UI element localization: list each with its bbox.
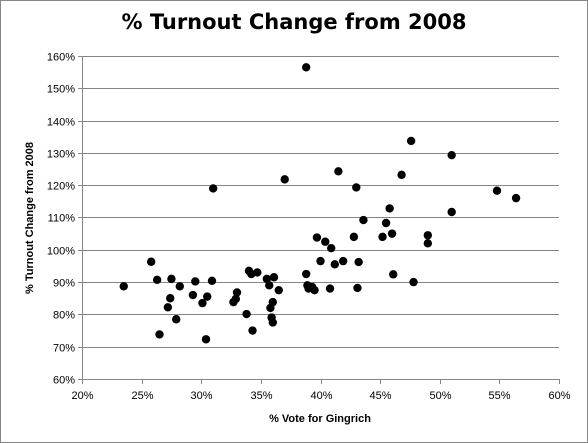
data-point bbox=[155, 330, 164, 339]
data-point bbox=[191, 277, 200, 286]
y-tick-label: 160% bbox=[47, 52, 75, 64]
x-tick-label: 45% bbox=[369, 390, 391, 402]
x-tick-label: 55% bbox=[488, 390, 510, 402]
x-tick-label: 50% bbox=[429, 390, 451, 402]
data-point bbox=[268, 297, 277, 307]
data-point bbox=[207, 276, 217, 286]
y-tick-label: 110% bbox=[48, 213, 76, 225]
data-point bbox=[175, 282, 184, 291]
y-tick-label: 80% bbox=[53, 310, 75, 322]
data-point bbox=[338, 256, 348, 266]
y-tick-label: 120% bbox=[47, 181, 75, 193]
data-point bbox=[152, 275, 162, 285]
data-point bbox=[349, 232, 359, 242]
data-point bbox=[232, 288, 242, 297]
x-axis-title: % Vote for Gingrich bbox=[269, 413, 371, 425]
data-point bbox=[327, 243, 336, 253]
data-point bbox=[203, 292, 212, 301]
y-tick-label: 140% bbox=[47, 117, 75, 129]
data-point bbox=[274, 285, 283, 295]
x-tick-label: 60% bbox=[548, 390, 570, 402]
x-tick-label: 35% bbox=[250, 390, 272, 402]
data-point bbox=[334, 167, 343, 176]
data-points bbox=[119, 63, 521, 344]
data-point bbox=[253, 268, 262, 277]
data-point bbox=[447, 150, 456, 160]
y-axis-title: % Turnout Change from 2008 bbox=[24, 142, 36, 294]
data-point bbox=[381, 218, 391, 228]
data-point bbox=[352, 183, 361, 192]
data-point bbox=[423, 239, 433, 248]
data-point bbox=[172, 315, 181, 324]
data-point bbox=[354, 257, 363, 267]
data-point bbox=[248, 326, 257, 335]
data-point bbox=[409, 277, 418, 287]
data-point bbox=[406, 136, 416, 146]
y-tick-label: 70% bbox=[53, 343, 75, 355]
data-point bbox=[301, 63, 311, 72]
data-point bbox=[316, 256, 325, 266]
data-point bbox=[166, 294, 175, 303]
data-point bbox=[312, 233, 322, 242]
data-point bbox=[397, 170, 406, 180]
y-tick-label: 130% bbox=[47, 149, 75, 161]
x-tick-label: 25% bbox=[131, 390, 153, 402]
data-point bbox=[163, 303, 173, 312]
data-point bbox=[423, 231, 433, 240]
data-point bbox=[119, 282, 128, 291]
data-point bbox=[447, 207, 456, 217]
data-point bbox=[511, 193, 521, 203]
data-point bbox=[321, 237, 330, 246]
data-point bbox=[198, 298, 207, 308]
data-point bbox=[359, 215, 368, 225]
data-point bbox=[378, 232, 387, 242]
data-point bbox=[310, 285, 319, 295]
data-point bbox=[325, 284, 335, 293]
data-point bbox=[330, 260, 340, 269]
x-tick-label: 20% bbox=[71, 390, 93, 402]
y-tick-label: 100% bbox=[47, 246, 75, 258]
data-point bbox=[265, 281, 274, 290]
data-point bbox=[385, 204, 394, 213]
data-point bbox=[242, 309, 251, 319]
x-tick-label: 40% bbox=[310, 390, 332, 402]
data-point bbox=[268, 318, 277, 327]
data-point bbox=[231, 294, 241, 304]
data-point bbox=[262, 274, 272, 284]
data-point bbox=[353, 283, 362, 293]
axes bbox=[78, 56, 560, 384]
data-point bbox=[301, 269, 311, 279]
gridlines bbox=[82, 56, 559, 380]
x-tick-labels: 20% 25% 30% 35% 40% 45% 50% 55% 60% bbox=[71, 390, 570, 402]
y-tick-label: 90% bbox=[53, 278, 75, 290]
data-point bbox=[146, 257, 156, 266]
data-point bbox=[269, 273, 279, 282]
y-tick-label: 60% bbox=[53, 375, 75, 387]
data-point bbox=[389, 270, 398, 279]
data-point bbox=[167, 274, 176, 284]
data-point bbox=[387, 229, 397, 238]
y-tick-labels: 60% 70% 80% 90% 100% 110% 120% 130% 140% 150% 160% bbox=[47, 52, 75, 387]
data-point bbox=[201, 335, 211, 344]
data-point bbox=[492, 186, 502, 195]
data-point bbox=[208, 184, 218, 193]
x-tick-label: 30% bbox=[190, 390, 212, 402]
chart-title: % Turnout Change from 2008 bbox=[121, 10, 467, 34]
y-tick-label: 150% bbox=[47, 84, 75, 96]
data-point bbox=[280, 175, 289, 184]
data-point bbox=[188, 290, 198, 300]
